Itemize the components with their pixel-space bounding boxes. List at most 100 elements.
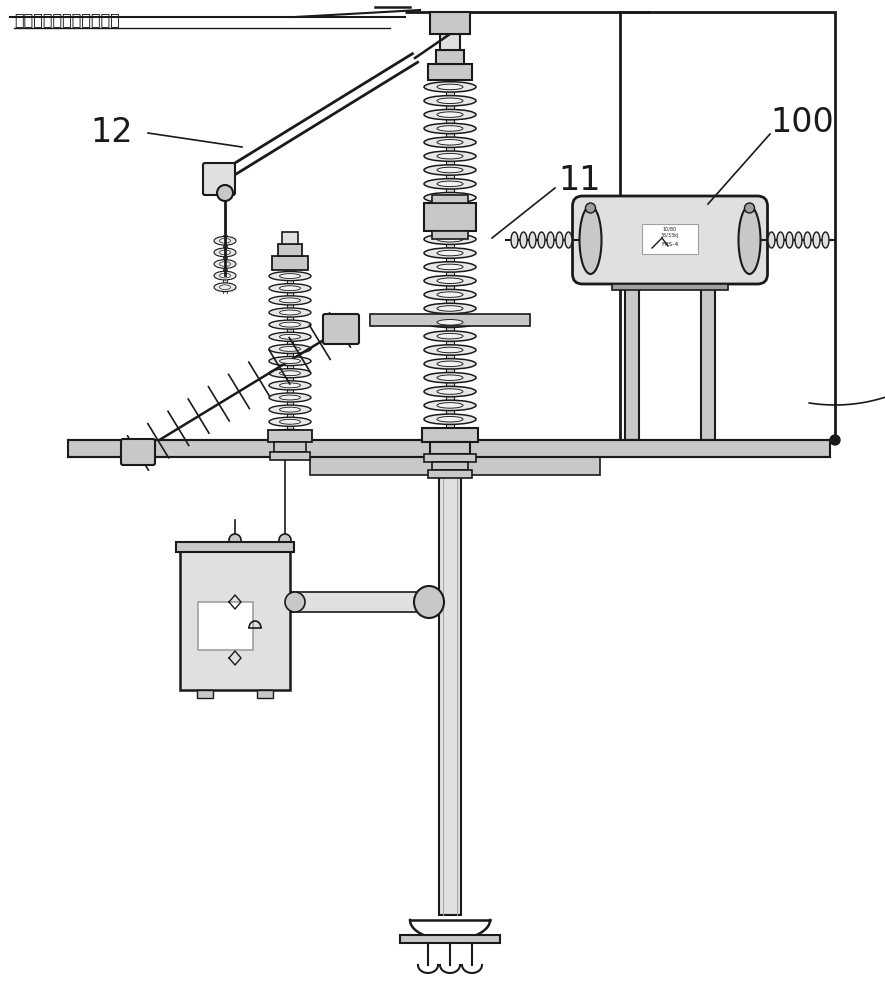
- Text: 12: 12: [90, 115, 133, 148]
- Ellipse shape: [269, 417, 311, 426]
- Text: 100: 100: [770, 105, 834, 138]
- Ellipse shape: [786, 232, 793, 248]
- Ellipse shape: [424, 234, 476, 244]
- Ellipse shape: [804, 232, 811, 248]
- Ellipse shape: [437, 347, 463, 353]
- Ellipse shape: [424, 331, 476, 341]
- Ellipse shape: [280, 286, 301, 291]
- FancyBboxPatch shape: [203, 163, 235, 195]
- Bar: [430, 442, 470, 454]
- Ellipse shape: [269, 320, 311, 329]
- Bar: [432, 231, 468, 239]
- Ellipse shape: [437, 320, 463, 325]
- Bar: [620, 12, 835, 440]
- Ellipse shape: [214, 236, 236, 245]
- Ellipse shape: [280, 383, 301, 388]
- Ellipse shape: [437, 403, 463, 408]
- Ellipse shape: [269, 344, 311, 353]
- Ellipse shape: [280, 298, 301, 303]
- Circle shape: [586, 203, 596, 213]
- Ellipse shape: [269, 332, 311, 341]
- Bar: [223, 235, 227, 293]
- Bar: [197, 690, 213, 698]
- Ellipse shape: [214, 248, 236, 257]
- Ellipse shape: [424, 220, 476, 231]
- Ellipse shape: [437, 430, 463, 436]
- Ellipse shape: [424, 386, 476, 397]
- Ellipse shape: [565, 232, 572, 248]
- Circle shape: [285, 592, 305, 612]
- Ellipse shape: [580, 206, 602, 274]
- Ellipse shape: [556, 232, 563, 248]
- Ellipse shape: [269, 308, 311, 317]
- Ellipse shape: [424, 372, 476, 383]
- Ellipse shape: [214, 283, 236, 292]
- Ellipse shape: [219, 238, 230, 243]
- Text: 35/33kJ: 35/33kJ: [661, 233, 680, 238]
- Ellipse shape: [269, 296, 311, 305]
- Bar: [642, 224, 698, 254]
- Bar: [257, 690, 273, 698]
- Ellipse shape: [269, 405, 311, 414]
- Bar: [432, 195, 468, 203]
- Bar: [274, 442, 306, 452]
- Circle shape: [217, 185, 233, 201]
- Ellipse shape: [269, 369, 311, 378]
- Circle shape: [744, 203, 755, 213]
- Ellipse shape: [280, 371, 301, 376]
- Bar: [439, 457, 461, 915]
- Ellipse shape: [424, 82, 476, 92]
- Circle shape: [229, 534, 241, 546]
- Ellipse shape: [269, 381, 311, 390]
- Ellipse shape: [738, 206, 760, 274]
- FancyBboxPatch shape: [573, 196, 767, 284]
- Ellipse shape: [424, 109, 476, 120]
- Bar: [625, 284, 639, 440]
- Ellipse shape: [437, 236, 463, 242]
- Ellipse shape: [813, 232, 820, 248]
- Ellipse shape: [280, 274, 301, 278]
- Bar: [270, 452, 310, 460]
- Bar: [176, 542, 294, 552]
- Ellipse shape: [424, 165, 476, 175]
- Ellipse shape: [437, 195, 463, 200]
- Ellipse shape: [280, 322, 301, 327]
- Ellipse shape: [437, 264, 463, 270]
- Ellipse shape: [424, 262, 476, 272]
- Bar: [68, 440, 830, 457]
- Ellipse shape: [437, 209, 463, 214]
- Ellipse shape: [822, 232, 829, 248]
- Ellipse shape: [777, 232, 784, 248]
- Bar: [436, 50, 464, 64]
- Ellipse shape: [280, 347, 301, 351]
- Ellipse shape: [219, 250, 230, 255]
- Bar: [612, 284, 728, 290]
- Ellipse shape: [414, 586, 444, 618]
- Bar: [272, 256, 308, 270]
- Ellipse shape: [437, 416, 463, 422]
- Ellipse shape: [424, 96, 476, 106]
- Ellipse shape: [437, 84, 463, 90]
- Ellipse shape: [280, 407, 301, 412]
- Bar: [268, 430, 312, 442]
- Ellipse shape: [424, 137, 476, 148]
- Ellipse shape: [280, 334, 301, 339]
- Bar: [282, 232, 298, 244]
- Bar: [432, 462, 468, 470]
- Bar: [180, 550, 290, 690]
- Ellipse shape: [424, 428, 476, 438]
- Ellipse shape: [424, 248, 476, 258]
- Ellipse shape: [269, 357, 311, 366]
- Bar: [278, 244, 302, 256]
- Ellipse shape: [437, 333, 463, 339]
- Ellipse shape: [280, 310, 301, 315]
- Bar: [422, 428, 478, 442]
- Ellipse shape: [424, 303, 476, 314]
- Ellipse shape: [269, 284, 311, 293]
- Bar: [198, 602, 253, 650]
- Text: 11: 11: [558, 163, 601, 196]
- Ellipse shape: [511, 232, 518, 248]
- Bar: [430, 12, 470, 34]
- Ellipse shape: [520, 232, 527, 248]
- Circle shape: [279, 534, 291, 546]
